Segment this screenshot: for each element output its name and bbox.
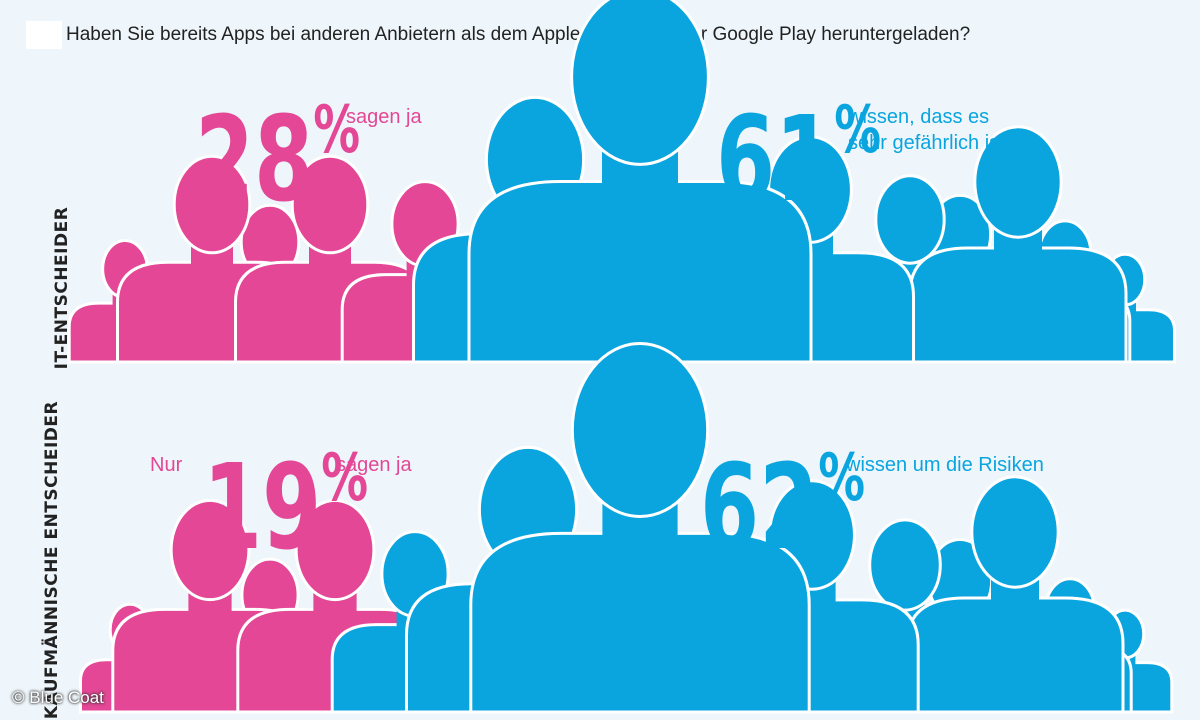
copyright-credit: © Blue Coat — [12, 688, 104, 707]
stat-number: 61 — [716, 90, 835, 228]
person-silhouette-icon — [469, 342, 811, 714]
stat-km-pink-text: sagen ja — [336, 454, 412, 476]
survey-question: Haben Sie bereits Apps bei anderen Anbie… — [66, 24, 971, 45]
person-silhouette-icon — [908, 125, 1128, 364]
stat-km-pink: 19% — [203, 446, 368, 566]
stat-number: 62 — [700, 438, 819, 576]
stat-it-blue: 61% — [716, 98, 881, 218]
crowd-it-entscheider — [67, 0, 1176, 364]
stat-km-blue: 62% — [700, 446, 865, 566]
header-marker — [26, 21, 62, 49]
percent-sign: % — [818, 440, 866, 516]
stat-it-pink-text: sagen ja — [346, 106, 422, 128]
crowd-kaufmaennische-entscheider — [79, 342, 1174, 714]
stat-it-pink: 28% — [195, 98, 360, 218]
stat-it-blue-text: wissen, dass es sehr gefährlich ist — [848, 106, 1005, 154]
percent-sign: % — [834, 92, 882, 168]
person-silhouette-icon — [905, 475, 1125, 714]
stat-km-pink-prefix: Nur — [150, 454, 183, 476]
header: Haben Sie bereits Apps bei anderen Anbie… — [26, 18, 1186, 52]
person-silhouette-icon — [467, 0, 813, 364]
percent-sign: % — [313, 92, 361, 168]
stat-number: 28 — [195, 90, 314, 228]
stat-km-blue-text: wissen um die Risiken — [846, 454, 1044, 476]
percent-sign: % — [321, 440, 369, 516]
stat-number: 19 — [203, 438, 322, 576]
